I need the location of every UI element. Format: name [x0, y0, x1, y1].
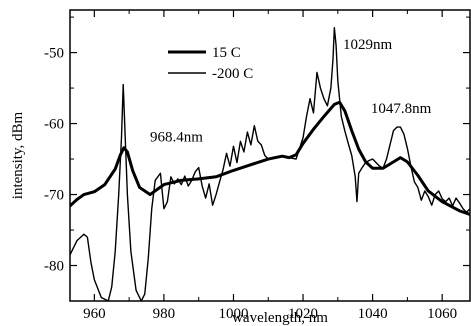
peak-annotation: 968.4nm	[150, 129, 203, 145]
x-tick-label: 1060	[427, 306, 457, 322]
legend-label: -200 C	[212, 66, 253, 82]
legend: 15 C -200 C	[168, 45, 253, 82]
x-tick-label: 980	[153, 306, 176, 322]
y-tick-label: -70	[44, 188, 64, 204]
x-tick-label: 1020	[288, 306, 318, 322]
x-tick-label: 1000	[218, 306, 248, 322]
x-axis-title: wavelength, nm	[232, 310, 328, 326]
y-tick-label: -80	[44, 259, 64, 275]
y-tick-label: -60	[44, 117, 64, 133]
legend-label: 15 C	[212, 45, 241, 61]
annotations: 968.4nm 1029nm 1047.8nm	[150, 37, 432, 145]
peak-annotation: 1029nm	[343, 37, 393, 53]
plot-frame	[69, 9, 471, 302]
x-tick-label: 1040	[358, 306, 388, 322]
series-group	[70, 27, 470, 301]
y-axis-ticks: -50 -60 -70 -80	[44, 16, 470, 302]
x-axis-ticks: 960 980 1000 1020 1040 1060	[83, 10, 457, 322]
peak-annotation: 1047.8nm	[371, 101, 432, 117]
y-axis-title: intensity, dBm	[10, 111, 26, 199]
y-tick-label: -50	[44, 46, 64, 62]
x-tick-label: 960	[83, 306, 106, 322]
series-line-cold	[70, 27, 470, 301]
